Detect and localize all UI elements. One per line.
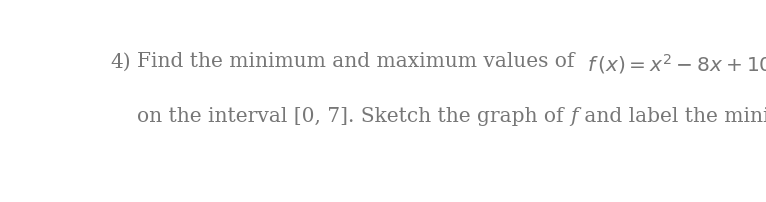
Text: Find the minimum and maximum values of: Find the minimum and maximum values of: [137, 52, 588, 71]
Text: on the interval [0, 7]. Sketch the graph of: on the interval [0, 7]. Sketch the graph…: [137, 107, 570, 126]
Text: and label the minimum and maximum: and label the minimum and maximum: [578, 107, 766, 126]
Text: 4): 4): [110, 52, 131, 71]
Text: f: f: [570, 107, 578, 126]
Text: $f\,(x) = x^2 - 8x + 10$: $f\,(x) = x^2 - 8x + 10$: [588, 52, 766, 76]
